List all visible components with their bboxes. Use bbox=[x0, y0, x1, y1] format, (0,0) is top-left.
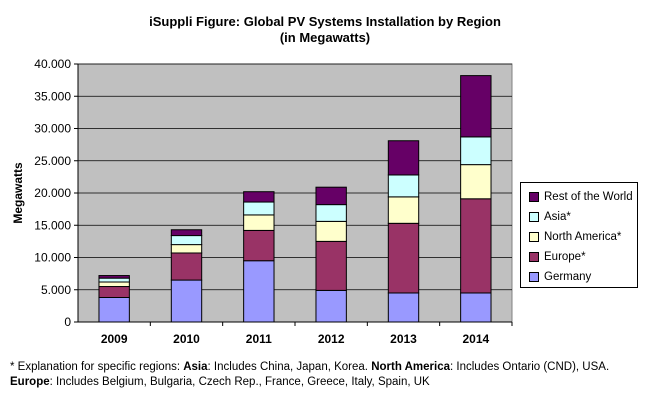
legend-item-germany: Germany bbox=[529, 267, 637, 287]
legend-swatch bbox=[529, 212, 539, 222]
y-axis-label: Megawatts bbox=[11, 162, 25, 224]
bar-segment bbox=[170, 235, 203, 246]
footnote-na-label: North America bbox=[371, 361, 451, 373]
bar-segment bbox=[387, 196, 420, 224]
bar-segment bbox=[170, 252, 203, 281]
bar-segment bbox=[387, 174, 420, 198]
y-tick-label: 5.000 bbox=[41, 283, 71, 297]
y-tick-label: 0 bbox=[64, 315, 71, 329]
x-tick-label: 2009 bbox=[101, 332, 128, 346]
x-tick-label: 2013 bbox=[390, 332, 417, 346]
bar-segment bbox=[460, 164, 492, 200]
bar-segment bbox=[315, 220, 347, 242]
bar-segment bbox=[460, 292, 492, 323]
bar-segment bbox=[243, 191, 275, 203]
y-tick-label: 15.000 bbox=[34, 218, 71, 232]
bar-segment bbox=[315, 204, 347, 222]
bar-segment bbox=[170, 229, 203, 237]
footnote-na-text: : Includes Ontario (CND), USA. bbox=[450, 361, 610, 373]
legend-swatch bbox=[529, 252, 539, 262]
bar-segment bbox=[315, 240, 347, 291]
bar-segment bbox=[98, 296, 130, 323]
y-tick-label: 30.000 bbox=[34, 122, 71, 136]
legend-label: North America* bbox=[544, 231, 622, 243]
footnote-europe-label: Europe bbox=[10, 376, 50, 388]
bar-segment bbox=[170, 279, 203, 323]
footnote-asia-text: : Includes China, Japan, Korea. bbox=[207, 361, 372, 373]
x-tick-label: 2010 bbox=[173, 332, 200, 346]
bar-segment bbox=[98, 286, 130, 298]
bar-segment bbox=[170, 244, 203, 254]
bar-segment bbox=[387, 140, 420, 176]
gridlines bbox=[78, 63, 512, 291]
legend-swatch bbox=[529, 272, 539, 282]
legend-label: Europe* bbox=[544, 251, 586, 263]
bar-segment bbox=[387, 222, 420, 294]
bar-segment bbox=[315, 289, 347, 323]
footnote-intro: * Explanation for specific regions: bbox=[10, 361, 184, 373]
axes: 0 5.000 10.000 15.000 20.000 25.000 30.000 35.0… bbox=[34, 57, 513, 346]
bars bbox=[98, 75, 492, 323]
chart-title: iSuppli Figure: Global PV Systems Instal… bbox=[149, 14, 501, 29]
footnote-asia-label: Asia bbox=[183, 361, 208, 373]
chart-subtitle: (in Megawatts) bbox=[279, 30, 371, 45]
x-tick-label: 2014 bbox=[462, 332, 489, 346]
legend-label: Rest of the World bbox=[544, 191, 633, 203]
y-tick-label: 35.000 bbox=[34, 89, 71, 103]
bar-segment bbox=[243, 260, 275, 323]
bar-segment bbox=[98, 275, 130, 279]
legend-item-europe: Europe* bbox=[529, 247, 637, 267]
y-tick-label: 25.000 bbox=[34, 154, 71, 168]
y-tick-label: 40.000 bbox=[34, 57, 71, 71]
legend-label: Asia* bbox=[544, 211, 571, 223]
bar-segment bbox=[243, 214, 275, 231]
bar-segment bbox=[243, 229, 275, 262]
bar-segment bbox=[460, 75, 492, 138]
legend-item-asia: Asia* bbox=[529, 207, 637, 227]
bar-segment bbox=[460, 198, 492, 294]
y-tick-label: 20.000 bbox=[34, 186, 71, 200]
legend-item-rest-of-world: Rest of the World bbox=[529, 187, 637, 207]
x-tick-label: 2012 bbox=[318, 332, 345, 346]
legend-swatch bbox=[529, 192, 539, 202]
x-tick-label: 2011 bbox=[246, 332, 272, 346]
bar-segment bbox=[98, 277, 130, 283]
bar-segment bbox=[460, 136, 492, 166]
bar-segment bbox=[315, 186, 347, 206]
y-tick-label: 10.000 bbox=[34, 251, 71, 265]
bar-segment bbox=[387, 292, 420, 323]
footnote-europe-text: : Includes Belgium, Bulgaria, Czech Rep.… bbox=[49, 376, 430, 388]
legend-item-north-america: North America* bbox=[529, 227, 637, 247]
footnote: * Explanation for specific regions: Asia… bbox=[10, 360, 640, 390]
bar-segment bbox=[243, 201, 275, 216]
legend-swatch bbox=[529, 232, 539, 242]
bar-segment bbox=[98, 281, 130, 288]
legend: Rest of the World Asia* North America* E… bbox=[520, 182, 638, 288]
legend-label: Germany bbox=[544, 271, 592, 283]
